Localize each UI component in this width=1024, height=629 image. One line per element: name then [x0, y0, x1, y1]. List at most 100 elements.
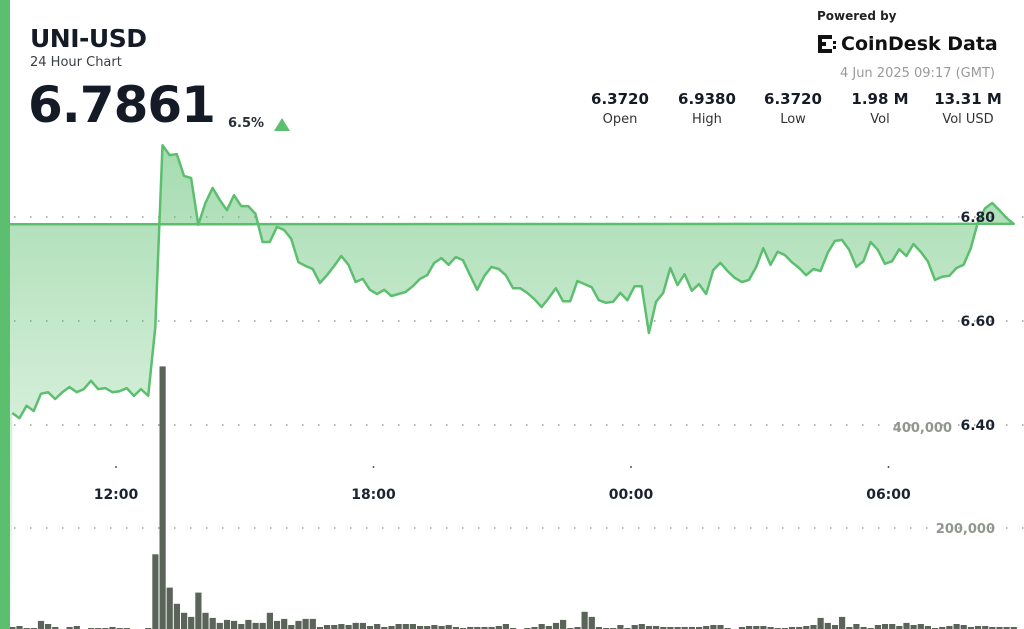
volume-bar — [989, 627, 996, 629]
volume-bar — [445, 625, 452, 629]
coindesk-logo-icon — [818, 35, 836, 53]
stat-label: Low — [780, 112, 806, 127]
volume-bar — [788, 627, 796, 629]
stat-value: 13.31 M — [934, 90, 1002, 108]
volume-bar — [910, 625, 917, 629]
stat-label: Vol USD — [942, 112, 994, 127]
volume-bar — [359, 622, 366, 629]
volume-bar — [109, 627, 116, 629]
volume-bar — [996, 627, 1003, 629]
volume-bar — [595, 627, 602, 629]
price-change: 6.5% — [228, 116, 265, 131]
volume-bar — [588, 616, 595, 629]
price-tick-label: 6.60 — [960, 314, 995, 330]
volume-bar — [195, 592, 202, 629]
volume-bar — [738, 627, 746, 629]
volume-bar — [216, 622, 223, 629]
volume-bar — [696, 627, 703, 629]
volume-bar — [295, 620, 302, 629]
volume-bar — [810, 625, 817, 629]
price-area-fill — [0, 145, 1014, 629]
volume-bar — [767, 627, 774, 629]
volume-bar — [703, 626, 710, 629]
volume-bar — [967, 627, 974, 629]
volume-bar — [431, 625, 438, 629]
volume-bar — [417, 626, 424, 629]
volume-bar — [531, 627, 538, 629]
volume-bar — [924, 626, 931, 629]
volume-bar — [831, 625, 839, 629]
volume-bar — [538, 624, 545, 629]
volume-bar — [803, 626, 810, 629]
x-tick-label: 18:00 — [351, 487, 396, 503]
volume-bar — [495, 626, 502, 629]
volume-bar — [717, 625, 724, 629]
volume-bar — [381, 627, 388, 629]
volume-bar — [438, 626, 445, 629]
price-tick-label: 6.80 — [960, 210, 995, 226]
volume-bar — [982, 626, 989, 629]
volume-bar — [152, 554, 159, 629]
volume-bar — [395, 624, 402, 629]
volume-bar — [860, 627, 867, 629]
volume-bar — [903, 622, 910, 629]
price-line — [0, 143, 1015, 420]
volume-bar — [209, 617, 216, 629]
volume-bar — [402, 624, 409, 629]
volume-bar — [481, 627, 488, 629]
volume-bar — [710, 625, 717, 629]
volume-bar — [974, 626, 982, 629]
stat-value: 1.98 M — [851, 90, 909, 108]
volume-bar — [881, 624, 889, 629]
volume-bar — [753, 626, 760, 629]
volume-bar — [631, 625, 638, 629]
volume-bar — [1003, 627, 1010, 629]
volume-bar — [181, 612, 188, 629]
volume-bar — [309, 618, 316, 629]
volume-bar — [273, 620, 281, 629]
volume-bar — [667, 627, 674, 629]
volume-bar — [259, 622, 266, 629]
volume-bar — [173, 603, 180, 629]
stat-vol: 1.98 M Vol — [835, 90, 925, 127]
volume-bar — [746, 626, 753, 629]
volume-bar — [796, 627, 803, 629]
volume-bar — [488, 627, 495, 629]
volume-bar — [552, 622, 560, 629]
volume-bar — [560, 619, 567, 629]
volume-bar — [45, 624, 52, 629]
volume-bar — [817, 617, 824, 629]
pair-title: UNI-USD — [30, 24, 147, 53]
stat-label: Open — [602, 112, 638, 127]
volume-bar — [231, 620, 238, 629]
stat-value: 6.3720 — [591, 90, 649, 108]
x-tick-label: 00:00 — [609, 487, 654, 503]
volume-bar — [574, 627, 581, 629]
volume-bar — [1010, 627, 1017, 629]
volume-bar — [617, 625, 624, 629]
volume-bar — [245, 619, 252, 629]
volume-bar — [331, 625, 338, 629]
volume-bar — [824, 622, 831, 629]
volume-bar — [266, 612, 273, 629]
volume-bar — [352, 622, 359, 629]
volume-bar — [52, 627, 59, 629]
volume-bar — [545, 626, 552, 629]
volume-bar — [889, 624, 896, 629]
volume-bar — [166, 587, 173, 629]
volume-bar — [581, 611, 588, 629]
stat-value: 6.3720 — [764, 90, 822, 108]
volume-bar — [674, 627, 681, 629]
volume-bar — [409, 624, 416, 629]
volume-bar — [638, 624, 645, 629]
volume-bar — [288, 625, 295, 629]
volume-bar — [760, 626, 767, 629]
volume-bar — [66, 627, 73, 629]
volume-bar — [839, 616, 846, 629]
volume-bar — [681, 627, 688, 629]
volume-bar — [846, 627, 853, 629]
volume-bar — [238, 624, 245, 629]
volume-bar — [37, 620, 45, 629]
accent-bar — [0, 0, 10, 629]
volume-bar — [73, 626, 80, 629]
